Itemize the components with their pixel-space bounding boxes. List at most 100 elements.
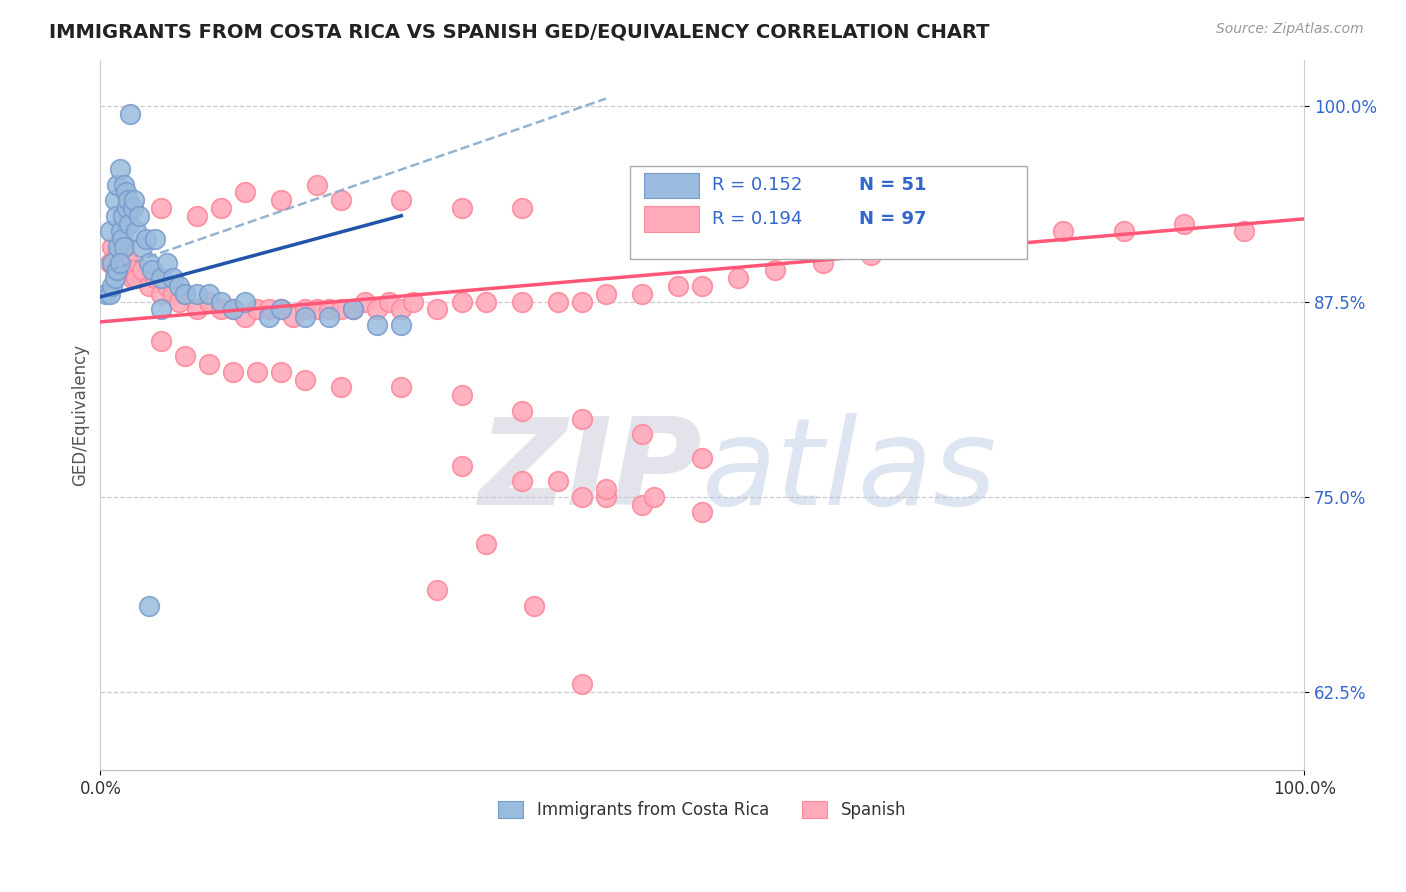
Point xyxy=(108,161,131,176)
Point xyxy=(98,286,121,301)
Point xyxy=(143,232,166,246)
Point xyxy=(257,310,280,325)
Point xyxy=(138,279,160,293)
Point xyxy=(222,302,245,317)
Point xyxy=(354,294,377,309)
Point xyxy=(233,186,256,200)
Point xyxy=(222,302,245,317)
Point xyxy=(727,271,749,285)
Point xyxy=(107,240,129,254)
Point xyxy=(149,302,172,317)
Point xyxy=(330,302,353,317)
Point xyxy=(197,286,219,301)
Point xyxy=(155,255,177,269)
Point xyxy=(155,279,177,293)
Point xyxy=(1233,224,1256,238)
Point xyxy=(186,302,208,317)
Point xyxy=(105,248,128,262)
Point xyxy=(173,286,195,301)
Point xyxy=(101,255,124,269)
Point xyxy=(474,536,496,550)
Point xyxy=(149,286,172,301)
Point xyxy=(510,474,533,488)
Point xyxy=(246,365,269,379)
Text: R = 0.152: R = 0.152 xyxy=(711,177,803,194)
Point xyxy=(138,599,160,613)
Point xyxy=(510,201,533,215)
Text: Source: ZipAtlas.com: Source: ZipAtlas.com xyxy=(1216,22,1364,37)
Point xyxy=(294,373,316,387)
Point xyxy=(173,286,195,301)
Point xyxy=(149,201,172,215)
Point xyxy=(111,263,134,277)
Point xyxy=(167,279,190,293)
Point xyxy=(1112,224,1135,238)
Point xyxy=(510,294,533,309)
Point xyxy=(389,318,412,332)
Point xyxy=(643,490,665,504)
Point xyxy=(112,240,135,254)
Point xyxy=(908,240,931,254)
Legend: Immigrants from Costa Rica, Spanish: Immigrants from Costa Rica, Spanish xyxy=(492,794,912,826)
Point xyxy=(523,599,546,613)
Text: ZIP: ZIP xyxy=(478,413,702,530)
Point xyxy=(162,286,184,301)
Point xyxy=(162,271,184,285)
Point xyxy=(631,498,654,512)
Point xyxy=(186,209,208,223)
Point xyxy=(763,263,786,277)
Point xyxy=(104,271,127,285)
Point xyxy=(859,248,882,262)
Point xyxy=(270,365,292,379)
Point xyxy=(173,349,195,363)
Point xyxy=(128,209,150,223)
Point xyxy=(366,302,388,317)
Point xyxy=(294,302,316,317)
Point xyxy=(117,193,139,207)
Point xyxy=(197,357,219,371)
Point xyxy=(1004,232,1026,246)
Point xyxy=(631,427,654,442)
Point xyxy=(108,255,131,269)
Point xyxy=(956,240,979,254)
Point xyxy=(571,294,593,309)
Point xyxy=(96,286,118,301)
Point xyxy=(209,201,232,215)
Point xyxy=(510,404,533,418)
Point xyxy=(547,474,569,488)
Point xyxy=(112,240,135,254)
Point xyxy=(666,279,689,293)
Point xyxy=(270,193,292,207)
Point xyxy=(110,224,132,238)
Point xyxy=(1173,217,1195,231)
Point xyxy=(108,255,131,269)
Point xyxy=(149,334,172,348)
Point xyxy=(104,263,127,277)
Point xyxy=(342,302,364,317)
Point xyxy=(143,271,166,285)
Point xyxy=(450,458,472,473)
Point xyxy=(125,224,148,238)
Point xyxy=(122,193,145,207)
Point xyxy=(571,677,593,691)
Point xyxy=(115,201,138,215)
Point xyxy=(547,294,569,309)
Point xyxy=(131,240,153,254)
Point xyxy=(138,255,160,269)
Point xyxy=(98,224,121,238)
Point xyxy=(426,583,449,598)
Point xyxy=(121,271,143,285)
Point xyxy=(450,201,472,215)
Point xyxy=(222,365,245,379)
Point xyxy=(121,201,143,215)
Text: atlas: atlas xyxy=(702,413,998,530)
Point xyxy=(209,294,232,309)
Point xyxy=(105,263,128,277)
FancyBboxPatch shape xyxy=(630,166,1028,259)
Point xyxy=(631,286,654,301)
Point xyxy=(389,302,412,317)
Point xyxy=(811,255,834,269)
Point xyxy=(118,217,141,231)
Point xyxy=(104,193,127,207)
Point xyxy=(318,310,340,325)
